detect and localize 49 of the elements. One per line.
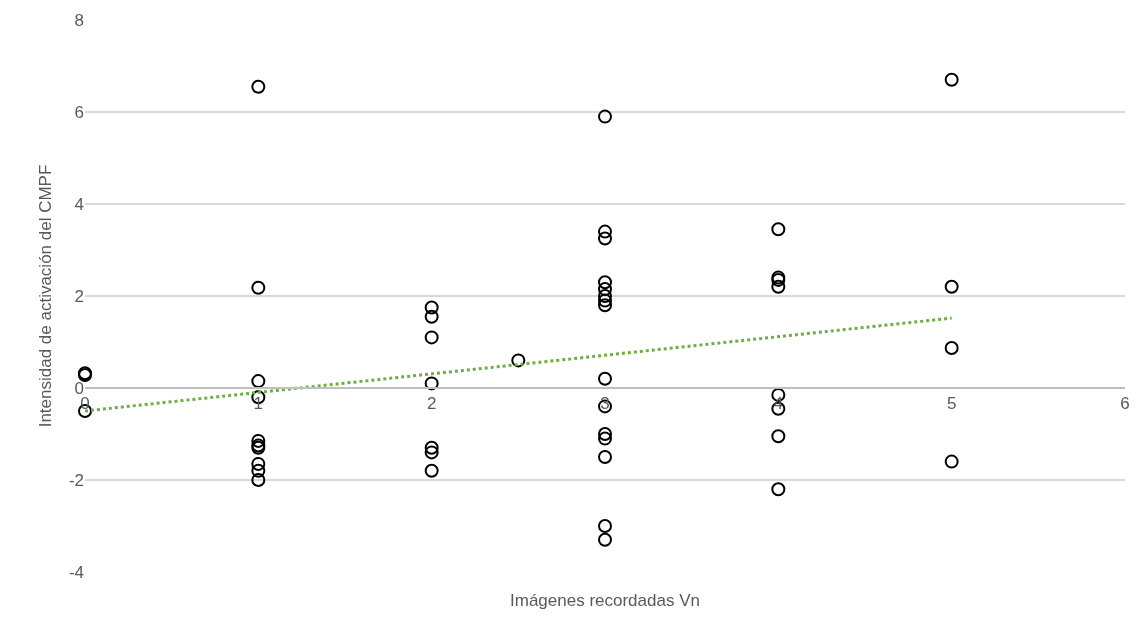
point [251, 280, 266, 295]
point [424, 445, 439, 460]
point [424, 300, 439, 315]
y-tick-label: 6 [74, 102, 84, 122]
point [424, 440, 439, 455]
point [598, 109, 612, 124]
point [598, 275, 612, 290]
x-axis-title: Imágenes recordadas Vn [510, 591, 700, 610]
point [598, 293, 612, 308]
point [598, 431, 612, 446]
point [771, 222, 786, 237]
y-tick-label: -4 [68, 562, 84, 582]
point [598, 231, 612, 246]
point [598, 289, 612, 303]
point [771, 429, 786, 444]
point [424, 309, 439, 324]
point [944, 279, 959, 294]
x-tick-label: 5 [946, 394, 957, 414]
y-tick-label: -2 [68, 470, 84, 490]
point [944, 72, 959, 87]
point [771, 482, 786, 497]
point [598, 282, 612, 297]
point [424, 376, 439, 391]
point [251, 374, 266, 389]
y-tick-label: 2 [74, 286, 84, 306]
point [251, 456, 266, 471]
point [598, 427, 612, 441]
point [424, 330, 439, 345]
point [598, 532, 612, 547]
y-axis-title: Intensidad de activación del CMPF [36, 164, 56, 428]
point [251, 473, 266, 487]
point [251, 433, 266, 448]
point [944, 340, 959, 355]
point [944, 454, 959, 469]
point [771, 279, 786, 294]
point [598, 224, 612, 239]
x-tick-label: 6 [1120, 394, 1130, 414]
point [251, 79, 266, 94]
x-tick-label: 2 [426, 394, 437, 414]
y-tick-label: 4 [74, 194, 84, 214]
point [598, 519, 612, 533]
point [511, 353, 526, 368]
y-tick-label: 8 [74, 10, 84, 30]
point [598, 298, 612, 313]
point [251, 463, 266, 478]
point [424, 463, 439, 478]
point [598, 371, 612, 386]
y-tick-label: 0 [74, 378, 84, 398]
point [598, 450, 612, 464]
